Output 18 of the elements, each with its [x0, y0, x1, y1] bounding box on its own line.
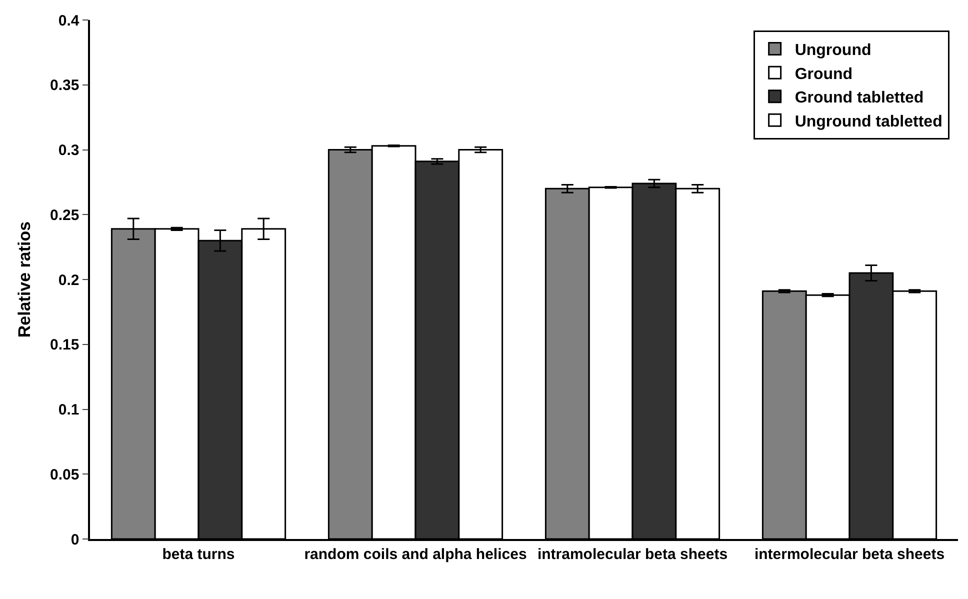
- y-tick-label: 0.4: [58, 12, 80, 30]
- y-tick-label: 0.3: [58, 142, 80, 159]
- x-tick-label: intermolecular beta sheets: [754, 546, 945, 563]
- x-tick-label: intramolecular beta sheets: [537, 546, 728, 563]
- legend-label: Unground: [794, 42, 872, 60]
- y-tick-label: 0.1: [58, 402, 80, 418]
- y-tick-label: 0.15: [50, 336, 80, 354]
- y-tick-label: 0: [70, 531, 80, 548]
- y-tick-label: 0.05: [50, 466, 80, 484]
- y-tick-label: 0.25: [50, 206, 80, 224]
- legend-label: Ground: [794, 66, 853, 83]
- y-axis-title: Relative ratios: [15, 221, 34, 338]
- y-tick-label: 0.2: [58, 272, 80, 289]
- y-tick-label: 0.35: [50, 77, 80, 94]
- x-tick-label: beta turns: [162, 546, 235, 563]
- x-tick-label: random coils and alpha helices: [304, 546, 527, 563]
- legend-label: Ground tabletted: [794, 90, 924, 107]
- legend-label: Unground tabletted: [794, 113, 942, 130]
